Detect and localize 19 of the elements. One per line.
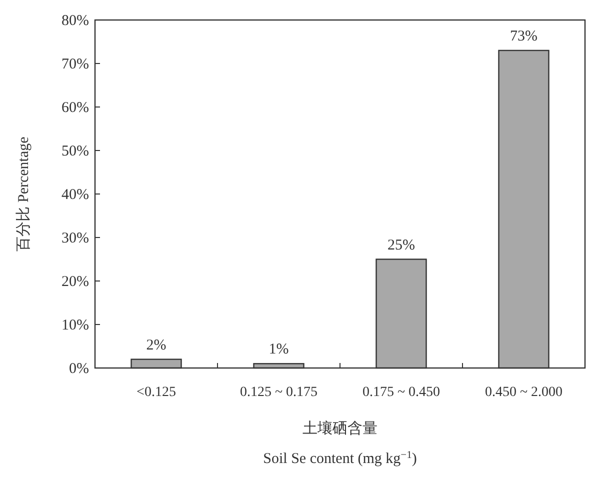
y-tick-label: 80% xyxy=(62,13,89,29)
y-tick-label: 70% xyxy=(62,56,89,72)
x-tick-label: 0.125 ~ 0.175 xyxy=(240,385,318,400)
x-tick-label: <0.125 xyxy=(136,385,176,400)
data-label: 2% xyxy=(146,337,166,354)
y-tick-label: 10% xyxy=(62,318,89,334)
x-tick-label: 0.175 ~ 0.450 xyxy=(362,385,440,400)
x-tick-label: 0.450 ~ 2.000 xyxy=(484,385,563,400)
y-tick-label: 40% xyxy=(62,187,89,203)
data-label: 73% xyxy=(510,28,538,44)
x-axis-title: 土壤硒含量 Soil Se content (mg kg$^{−1}$) xyxy=(263,420,417,467)
y-axis-title: 百分比 Percentage xyxy=(15,136,32,252)
y-tick-label: 50% xyxy=(62,144,89,160)
y-tick-label: 30% xyxy=(62,230,89,246)
y-tick-label: 60% xyxy=(62,100,89,116)
y-tick-label: 0% xyxy=(69,361,89,377)
y-tick-label: 20% xyxy=(62,274,89,290)
data-label: 1% xyxy=(268,342,289,358)
data-label: 25% xyxy=(388,237,415,254)
